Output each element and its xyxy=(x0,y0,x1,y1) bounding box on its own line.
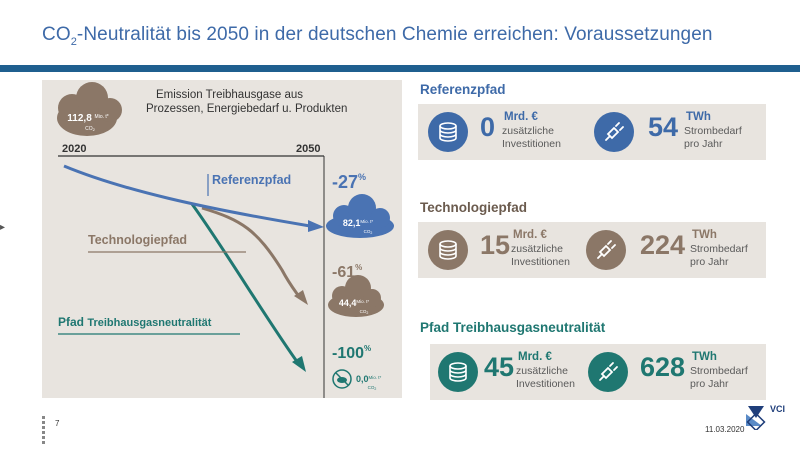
reference-end-cloud-icon xyxy=(326,194,394,238)
technology-end-value: 44,4 xyxy=(339,298,357,308)
invest-value-neutral: 45 xyxy=(484,352,515,382)
svg-text:112,8 Mio. t*: 112,8 Mio. t* xyxy=(67,113,108,124)
path-title-technology: Technologiepfad xyxy=(420,200,527,215)
chart-title-line2: Prozessen, Energiebedarf u. Produkten xyxy=(146,103,347,115)
invest-unit-neutral: Mrd. € xyxy=(518,351,552,363)
x-start-label: 2020 xyxy=(62,143,86,155)
neutral-end-value: 0,0 xyxy=(356,374,369,384)
coin-stack-icon xyxy=(438,352,478,392)
vci-logo-text: VCI xyxy=(770,404,786,414)
technology-end-cloud-icon xyxy=(328,275,384,317)
vci-logo-icon xyxy=(746,406,766,430)
invest-desc-technology: zusätzliche Investitionen xyxy=(511,243,570,268)
series-line-neutral xyxy=(190,203,300,364)
coin-stack-icon xyxy=(428,112,468,152)
svg-text:0,0Mio. t*: 0,0Mio. t* xyxy=(356,374,382,384)
emissions-chart: 112,8 Mio. t* CO2 Emission Treibhausgase… xyxy=(42,80,402,398)
start-unit-co: CO xyxy=(85,126,93,132)
path-title-neutral: Pfad Treibhausgasneutralität xyxy=(420,320,606,335)
page-number: 7 xyxy=(55,419,60,428)
start-cloud-icon xyxy=(57,82,122,136)
power-value-reference: 54 xyxy=(648,112,679,142)
svg-text:CO2: CO2 xyxy=(364,229,373,235)
power-value-technology: 224 xyxy=(640,230,686,260)
series-arrow-reference xyxy=(308,220,324,232)
change-technology: -61% xyxy=(332,263,362,281)
footer-date: 11.03.2020 xyxy=(705,425,745,434)
power-unit-reference: TWh xyxy=(686,111,711,123)
invest-unit-reference: Mrd. € xyxy=(504,111,538,123)
power-desc-neutral: Strombedarf pro Jahr xyxy=(690,365,748,390)
change-neutral: -100% xyxy=(332,344,371,362)
svg-text:82,1Mio. t*: 82,1Mio. t* xyxy=(343,218,374,228)
series-arrow-technology xyxy=(294,290,308,305)
reference-end-value: 82,1 xyxy=(343,218,361,228)
plug-icon xyxy=(594,112,634,152)
change-reference: -27% xyxy=(332,172,366,192)
title-rule xyxy=(0,65,800,72)
plug-icon xyxy=(588,352,628,392)
power-desc-reference: Strombedarf pro Jahr xyxy=(684,125,742,150)
series-label-reference: Referenzpfad xyxy=(212,173,291,187)
path-box-technology: 15 Mrd. € zusätzliche Investitionen 224 T… xyxy=(418,222,766,278)
coin-stack-icon xyxy=(428,230,468,270)
neutral-end-cloud-icon xyxy=(332,369,352,389)
start-unit-sub: 2 xyxy=(93,127,96,132)
path-title-reference: Referenzpfad xyxy=(420,82,506,97)
series-label-neutral: Pfad Treibhausgasneutralität xyxy=(58,315,212,329)
path-box-neutral: 45 Mrd. € zusätzliche Investitionen 628 T… xyxy=(430,344,766,400)
x-end-label: 2050 xyxy=(296,143,320,155)
svg-text:CO2: CO2 xyxy=(85,126,96,132)
plug-icon xyxy=(586,230,626,270)
emissions-chart-svg: 112,8 Mio. t* CO2 Emission Treibhausgase… xyxy=(57,82,394,398)
page-title: CO2-Neutralität bis 2050 in der deutsche… xyxy=(42,24,713,48)
svg-text:CO2: CO2 xyxy=(368,385,377,391)
invest-desc-neutral: zusätzliche Investitionen xyxy=(516,365,575,390)
svg-text:CO2: CO2 xyxy=(360,309,369,315)
start-unit: Mio. t* xyxy=(95,114,109,120)
start-value: 112,8 xyxy=(67,113,92,124)
svg-text:44,4Mio. t*: 44,4Mio. t* xyxy=(339,298,370,308)
path-box-reference: 0 Mrd. € zusätzliche Investitionen 54 TWh… xyxy=(418,104,766,160)
series-line-reference xyxy=(63,164,311,228)
side-arrow-icon: ▸ xyxy=(0,222,6,233)
power-desc-technology: Strombedarf pro Jahr xyxy=(690,243,748,268)
power-unit-technology: TWh xyxy=(692,229,717,241)
series-line-technology xyxy=(201,206,302,299)
series-label-technology: Technologiepfad xyxy=(88,233,187,247)
footer-bar xyxy=(42,416,45,446)
power-value-neutral: 628 xyxy=(640,352,686,382)
power-unit-neutral: TWh xyxy=(692,351,717,363)
series-arrow-neutral xyxy=(292,356,306,372)
invest-value-technology: 15 xyxy=(480,230,511,260)
invest-unit-technology: Mrd. € xyxy=(513,229,547,241)
chart-title-line1: Emission Treibhausgase aus xyxy=(156,89,303,101)
invest-desc-reference: zusätzliche Investitionen xyxy=(502,125,561,150)
invest-value-reference: 0 xyxy=(480,112,496,142)
